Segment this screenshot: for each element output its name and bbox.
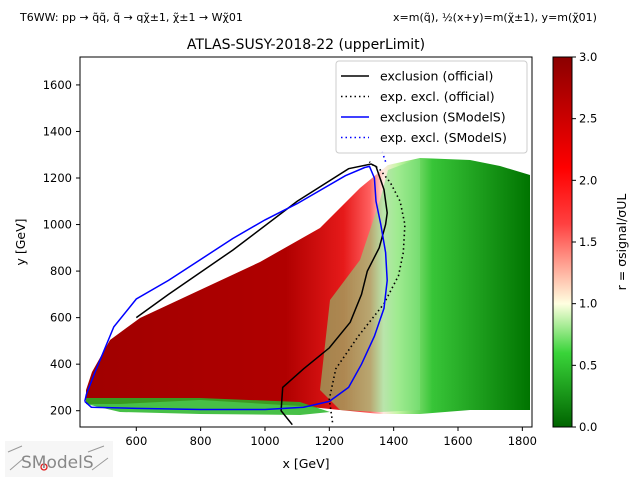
x-tick-label: 1200 bbox=[315, 434, 344, 448]
colorbar-tick-label: 3.0 bbox=[579, 50, 597, 64]
y-axis-ticks: 200 400 600 800 1000 1200 1400 1600 bbox=[43, 78, 80, 418]
x-tick-label: 1000 bbox=[250, 434, 279, 448]
logo-node-icon bbox=[40, 463, 48, 471]
colorbar-tick-label: 1.0 bbox=[579, 297, 597, 311]
legend-label: exclusion (official) bbox=[380, 69, 493, 84]
smodels-logo: SModelS bbox=[5, 441, 113, 477]
y-tick-label: 1600 bbox=[43, 78, 72, 92]
x-axis-ticks: 600 800 1000 1200 1400 1600 1800 bbox=[125, 427, 537, 448]
series-layer bbox=[84, 149, 406, 426]
colorbar-tick-label: 2.5 bbox=[579, 112, 597, 126]
logo-text: SModelS bbox=[21, 453, 94, 473]
x-tick-label: 1400 bbox=[379, 434, 408, 448]
series-exclusion-smodels-line bbox=[84, 165, 388, 411]
logo-network-icon bbox=[7, 445, 109, 471]
y-tick-label: 600 bbox=[50, 311, 72, 325]
legend-label: exp. excl. (official) bbox=[380, 89, 495, 104]
colorbar-tick-label: 1.5 bbox=[579, 235, 597, 249]
process-header: T6WW: pp → q̃q̃, q̃ → qχ̃±1, χ̃±1 → Wχ̃0… bbox=[19, 11, 243, 24]
heatmap-fill-lower bbox=[86, 398, 330, 415]
y-tick-label: 1400 bbox=[43, 124, 72, 138]
series-exclusion-official-line bbox=[135, 163, 388, 426]
y-axis-label: y [GeV] bbox=[13, 218, 28, 265]
y-tick-label: 800 bbox=[50, 264, 72, 278]
x-tick-label: 800 bbox=[190, 434, 212, 448]
y-tick-label: 200 bbox=[50, 404, 72, 418]
series-exp-excl-official-line bbox=[328, 161, 406, 423]
colorbar-tick-label: 2.0 bbox=[579, 173, 597, 187]
x-tick-label: 1600 bbox=[443, 434, 472, 448]
legend-box bbox=[335, 60, 528, 154]
legend-label: exclusion (SModelS) bbox=[380, 110, 506, 125]
x-tick-label: 1800 bbox=[508, 434, 537, 448]
mapping-header: x=m(q̃), ½(x+y)=m(χ̃±1), y=m(χ̃01) bbox=[393, 11, 597, 24]
y-tick-label: 1000 bbox=[43, 218, 72, 232]
colorbar-fill bbox=[552, 56, 573, 428]
legend: exclusion (official) exp. excl. (official… bbox=[335, 60, 528, 154]
heatmap bbox=[86, 158, 530, 415]
colorbar-tick-label: 0.0 bbox=[579, 420, 597, 434]
chart-title: ATLAS-SUSY-2018-22 (upperLimit) bbox=[187, 37, 425, 53]
y-tick-label: 1200 bbox=[43, 171, 72, 185]
colorbar-label: r = σsignal/σUL bbox=[614, 194, 629, 291]
colorbar: 0.0 0.5 1.0 1.5 2.0 2.5 3.0 r = σsignal/σUL bbox=[552, 50, 629, 434]
x-tick-label: 600 bbox=[125, 434, 147, 448]
x-axis-label: x [GeV] bbox=[282, 456, 329, 471]
y-tick-label: 400 bbox=[50, 357, 72, 371]
heatmap-fill-wedge bbox=[320, 158, 420, 412]
colorbar-tick-label: 0.5 bbox=[579, 358, 597, 372]
legend-label: exp. excl. (SModelS) bbox=[380, 130, 507, 145]
axes-frame bbox=[79, 56, 533, 428]
